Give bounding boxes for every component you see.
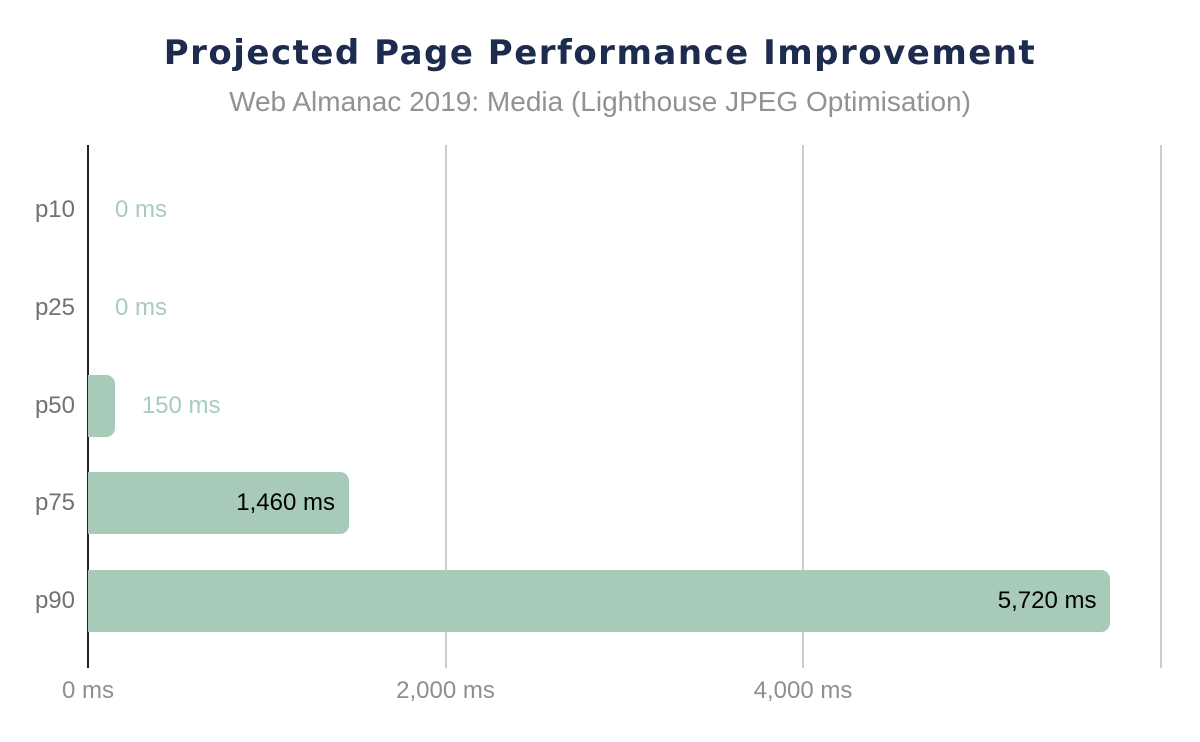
category-label-p50: p50 [34, 391, 75, 419]
gridline [802, 145, 804, 668]
category-label-p25: p25 [34, 293, 75, 321]
value-label-p10: 0 ms [115, 196, 168, 223]
plot-area: 0 ms 0 ms 150 ms 1,460 ms 5,720 ms [87, 145, 1180, 668]
value-axis: 0 ms 2,000 ms 4,000 ms [62, 677, 1180, 709]
bar-p50 [88, 374, 115, 437]
x-tick-label: 4,000 ms [753, 677, 853, 704]
bar-p75 [88, 472, 349, 535]
value-label-p90: 5,720 ms [997, 587, 1097, 614]
category-axis: p10 p25 p50 p75 p90 [0, 145, 88, 637]
gridline [444, 145, 447, 668]
chart-subtitle: Web Almanac 2019: Media (Lighthouse JPEG… [229, 86, 971, 117]
chart-title: Projected Page Performance Improvement [163, 33, 1037, 73]
category-label-p10: p10 [34, 196, 75, 223]
gridline [1159, 145, 1162, 668]
category-label-p90: p90 [34, 587, 75, 614]
x-tick-label: 2,000 ms [396, 677, 495, 704]
value-label-p25: 0 ms [115, 293, 168, 321]
value-label-p50: 150 ms [141, 391, 221, 419]
x-tick-label: 0 ms [61, 677, 114, 704]
value-label-p75: 1,460 ms [236, 489, 335, 517]
category-label-p75: p75 [34, 489, 75, 517]
bar-p90 [88, 570, 1111, 632]
